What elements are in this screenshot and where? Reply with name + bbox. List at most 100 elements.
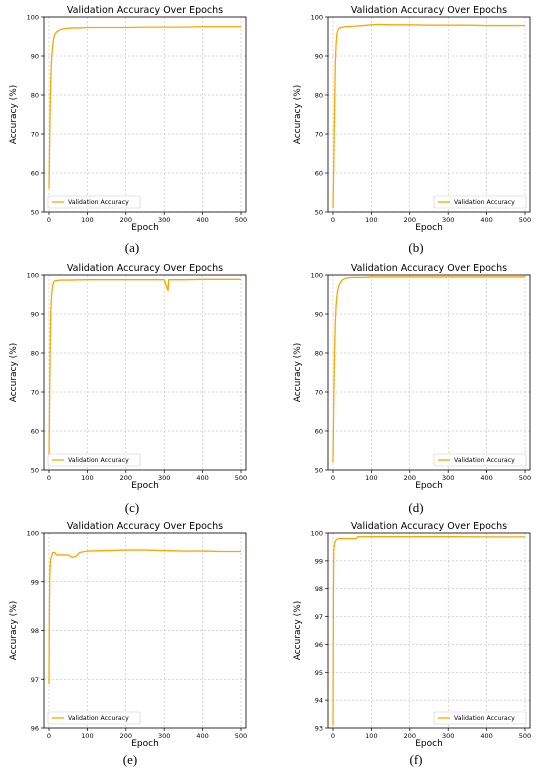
chart-4-xtick-label-4: 400 [196, 732, 208, 740]
chart-0-ytick-label-2: 70 [31, 131, 39, 139]
chart-1-ytick-label-5: 100 [311, 14, 323, 22]
chart-4-series-line-0 [48, 549, 242, 685]
chart-0-ytick-label-1: 60 [31, 170, 39, 178]
chart-3-ytick-label-5: 100 [311, 272, 323, 280]
chart-0-xtick-label-5: 500 [235, 216, 247, 224]
chart-4-legend-box [47, 711, 141, 725]
chart-3-legend-label: Validation Accuracy [454, 457, 515, 464]
chart-0-legend-box [47, 195, 141, 209]
chart-1-ytick-label-4: 90 [315, 53, 323, 61]
chart-2-xtick-label-2: 200 [120, 474, 132, 482]
chart-3-ytick-label-0: 50 [315, 467, 323, 475]
chart-5-ytick-label-1: 94 [315, 697, 323, 705]
chart-3-xtick-label-3: 300 [442, 474, 454, 482]
chart-3-xtick-label-2: 200 [404, 474, 416, 482]
chart-panel-f: Validation Accuracy Over Epochs 93 94 95 96 9… [284, 516, 544, 749]
chart-panel-b: Validation Accuracy Over Epochs 50 60 70 80 9… [284, 0, 544, 233]
chart-5-legend-box [433, 711, 527, 725]
chart-1-y-axis-label: Accuracy (%) [293, 85, 303, 145]
chart-2-xtick-label-0: 0 [47, 474, 51, 482]
chart-3-y-axis-label: Accuracy (%) [293, 343, 303, 403]
chart-2-xtick-label-3: 300 [158, 474, 170, 482]
chart-3-ytick-label-4: 90 [315, 311, 323, 319]
chart-1-legend-label: Validation Accuracy [454, 199, 515, 206]
chart-0-y-axis-label: Accuracy (%) [9, 85, 19, 145]
chart-5-ytick-label-0: 93 [315, 725, 323, 733]
chart-4-x-axis-label: Epoch [131, 739, 159, 749]
chart-5-ytick-label-4: 97 [315, 613, 323, 621]
caption-d: (d) [408, 500, 424, 515]
chart-3-legend-box [433, 453, 527, 467]
chart-4-ytick-label-4: 100 [27, 530, 39, 538]
chart-3-xtick-label-4: 400 [480, 474, 492, 482]
chart-4-y-axis-label: Accuracy (%) [9, 601, 19, 661]
chart-4-legend-label: Validation Accuracy [68, 715, 129, 722]
chart-1-xtick-label-5: 500 [519, 216, 531, 224]
chart-4-ytick-label-2: 98 [31, 627, 39, 635]
line-chart-a: Validation Accuracy Over Epochs 50 60 70 80 9… [9, 5, 247, 233]
chart-2-ytick-label-3: 80 [31, 350, 39, 358]
chart-0-xtick-label-4: 400 [196, 216, 208, 224]
chart-5-xtick-label-4: 400 [480, 732, 492, 740]
chart-1-ytick-label-3: 80 [315, 92, 323, 100]
chart-1-title: Validation Accuracy Over Epochs [351, 5, 507, 16]
chart-3-plot-frame [327, 274, 531, 471]
chart-2-xtick-label-1: 100 [81, 474, 93, 482]
chart-1-legend-box [433, 195, 527, 209]
chart-5-legend-label: Validation Accuracy [454, 715, 515, 722]
chart-2-x-axis-label: Epoch [131, 481, 159, 491]
chart-4-xtick-label-1: 100 [81, 732, 93, 740]
chart-4-xtick-label-0: 0 [47, 732, 51, 740]
chart-0-legend-label: Validation Accuracy [68, 199, 129, 206]
chart-0-ytick-label-4: 90 [31, 53, 39, 61]
chart-5-ytick-label-3: 96 [315, 641, 323, 649]
chart-1-series-line-0 [332, 23, 526, 209]
chart-4-xtick-label-5: 500 [235, 732, 247, 740]
chart-0-ytick-label-0: 50 [31, 209, 39, 217]
chart-0-ytick-label-3: 80 [31, 92, 39, 100]
chart-1-ytick-label-1: 60 [315, 170, 323, 178]
chart-5-x-axis-label: Epoch [415, 739, 443, 749]
chart-4-ytick-label-1: 97 [31, 676, 39, 684]
chart-2-legend-label: Validation Accuracy [68, 457, 129, 464]
chart-2-plot-frame [43, 274, 247, 471]
chart-3-x-axis-label: Epoch [415, 481, 443, 491]
chart-2-ytick-label-2: 70 [31, 389, 39, 397]
chart-panel-c: Validation Accuracy Over Epochs 50 60 70 80 9… [0, 258, 260, 491]
chart-2-xtick-label-4: 400 [196, 474, 208, 482]
chart-2-title: Validation Accuracy Over Epochs [67, 263, 223, 274]
chart-panel-e: Validation Accuracy Over Epochs 96 97 98 99 1… [0, 516, 260, 749]
chart-0-title: Validation Accuracy Over Epochs [67, 5, 223, 16]
chart-0-plot-frame [43, 16, 247, 213]
chart-5-ytick-label-2: 95 [315, 669, 323, 677]
chart-5-ytick-label-7: 100 [311, 530, 323, 538]
chart-1-ytick-label-0: 50 [315, 209, 323, 217]
chart-1-xtick-label-2: 200 [404, 216, 416, 224]
chart-3-xtick-label-1: 100 [365, 474, 377, 482]
chart-4-title: Validation Accuracy Over Epochs [67, 521, 223, 532]
chart-5-xtick-label-1: 100 [365, 732, 377, 740]
caption-a: (a) [124, 240, 140, 255]
chart-4-xtick-label-2: 200 [120, 732, 132, 740]
line-chart-b: Validation Accuracy Over Epochs 50 60 70 80 9… [293, 5, 531, 233]
line-chart-e: Validation Accuracy Over Epochs 96 97 98 99 1… [9, 521, 247, 749]
caption-f: (f) [409, 752, 423, 767]
chart-2-xtick-label-5: 500 [235, 474, 247, 482]
chart-5-y-axis-label: Accuracy (%) [293, 601, 303, 661]
chart-0-xtick-label-3: 300 [158, 216, 170, 224]
chart-2-series-line-0 [48, 278, 242, 459]
chart-3-series-line-0 [332, 276, 526, 463]
chart-0-x-axis-label: Epoch [131, 223, 159, 233]
chart-3-xtick-label-0: 0 [331, 474, 335, 482]
chart-1-xtick-label-1: 100 [365, 216, 377, 224]
chart-5-plot-frame [327, 532, 531, 729]
caption-b: (b) [408, 240, 424, 255]
caption-c: (c) [124, 500, 140, 515]
chart-1-xtick-label-0: 0 [331, 216, 335, 224]
chart-1-plot-frame [327, 16, 531, 213]
chart-2-ytick-label-0: 50 [31, 467, 39, 475]
chart-3-xtick-label-5: 500 [519, 474, 531, 482]
chart-2-ytick-label-1: 60 [31, 428, 39, 436]
chart-3-title: Validation Accuracy Over Epochs [351, 263, 507, 274]
